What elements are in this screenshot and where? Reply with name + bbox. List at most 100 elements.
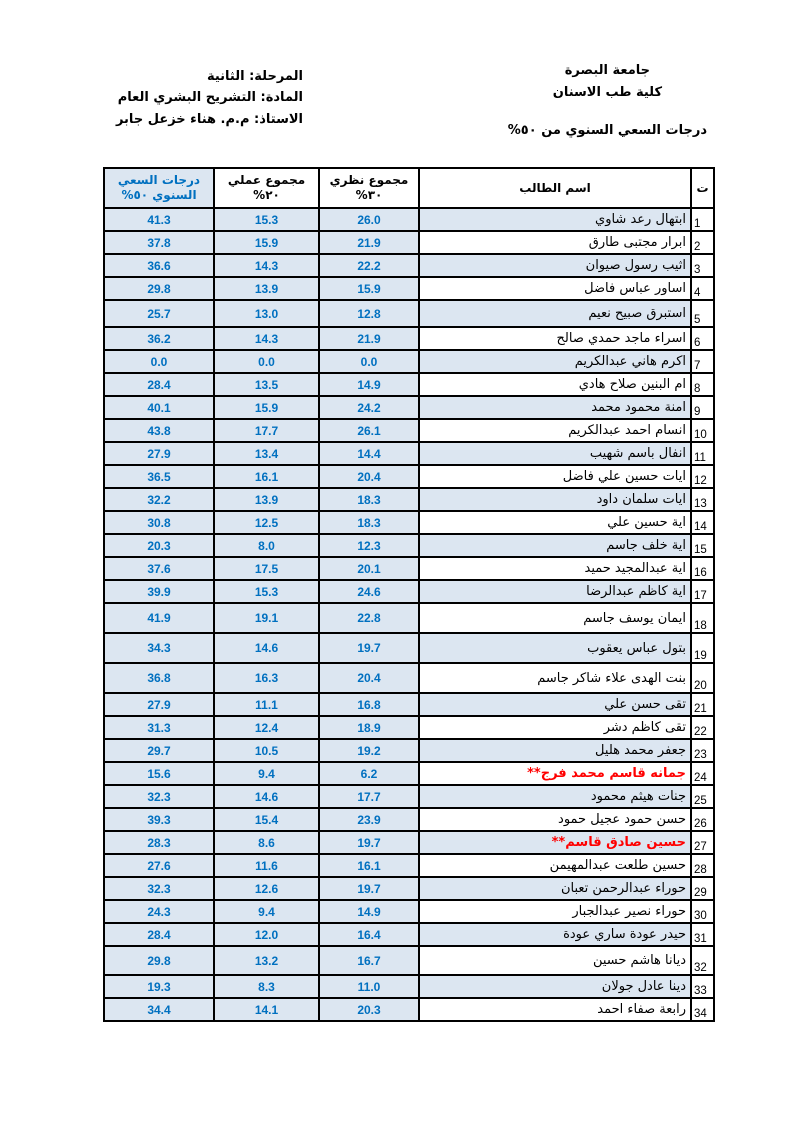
table-row: 4 اساور عباس فاضل 15.9 13.9 29.8: [103, 276, 715, 301]
annual-score-cell: 25.7: [103, 299, 215, 328]
practical-score-cell: 10.5: [213, 738, 320, 763]
table-row: 26 حسن حمود عجيل حمود 23.9 15.4 39.3: [103, 807, 715, 832]
practical-score-cell: 17.7: [213, 418, 320, 443]
annual-score-cell: 34.4: [103, 997, 215, 1022]
practical-score-cell: 13.5: [213, 372, 320, 397]
row-number-cell: 11: [690, 441, 715, 466]
document-subtitle: درجات السعي السنوي من ٥٠%: [507, 123, 707, 139]
theory-score-cell: 19.7: [318, 632, 420, 664]
practical-score-cell: 14.3: [213, 326, 320, 351]
table-row: 18 ايمان يوسف جاسم 22.8 19.1 41.9: [103, 602, 715, 634]
row-number-cell: 7: [690, 349, 715, 374]
row-number-cell: 19: [690, 632, 715, 664]
annual-score-cell: 28.4: [103, 922, 215, 947]
practical-score-cell: 15.3: [213, 207, 320, 232]
annual-score-cell: 27.6: [103, 853, 215, 878]
theory-score-cell: 17.7: [318, 784, 420, 809]
row-number-cell: 32: [690, 945, 715, 976]
student-name-cell: دينا عادل جولان: [418, 974, 692, 999]
practical-score-cell: 14.6: [213, 632, 320, 664]
subject-line: المادة: التشريح البشري العام: [117, 90, 303, 106]
practical-score-cell: 16.1: [213, 464, 320, 489]
practical-score-cell: 9.4: [213, 761, 320, 786]
student-name-cell: استبرق صبيح نعيم: [418, 299, 692, 328]
theory-score-cell: 20.4: [318, 464, 420, 489]
table-row: 5 استبرق صبيح نعيم 12.8 13.0 25.7: [103, 299, 715, 328]
theory-score-cell: 12.8: [318, 299, 420, 328]
row-number-cell: 21: [690, 692, 715, 717]
row-number-cell: 3: [690, 253, 715, 278]
student-name-cell: ابرار مجتبى طارق: [418, 230, 692, 255]
annual-score-cell: 29.8: [103, 276, 215, 301]
table-row: 14 اية حسين علي 18.3 12.5 30.8: [103, 510, 715, 535]
theory-score-cell: 16.1: [318, 853, 420, 878]
row-number-cell: 4: [690, 276, 715, 301]
annual-score-cell: 40.1: [103, 395, 215, 420]
theory-score-cell: 23.9: [318, 807, 420, 832]
annual-score-cell: 34.3: [103, 632, 215, 664]
table-row: 9 امنة محمود محمد 24.2 15.9 40.1: [103, 395, 715, 420]
row-number-cell: 16: [690, 556, 715, 581]
student-name-cell: حسين صادق قاسم**: [418, 830, 692, 855]
student-name-cell: ايات حسين علي فاضل: [418, 464, 692, 489]
theory-score-cell: 19.7: [318, 830, 420, 855]
practical-score-cell: 8.3: [213, 974, 320, 999]
row-number-cell: 6: [690, 326, 715, 351]
annual-score-cell: 36.6: [103, 253, 215, 278]
practical-score-cell: 19.1: [213, 602, 320, 634]
table-row: 2 ابرار مجتبى طارق 21.9 15.9 37.8: [103, 230, 715, 255]
annual-score-cell: 36.2: [103, 326, 215, 351]
table-row: 20 بنت الهدى علاء شاكر جاسم 20.4 16.3 36.8: [103, 662, 715, 694]
row-number-cell: 23: [690, 738, 715, 763]
annual-score-cell: 43.8: [103, 418, 215, 443]
table-row: 28 حسين طلعت عبدالمهيمن 16.1 11.6 27.6: [103, 853, 715, 878]
row-number-cell: 27: [690, 830, 715, 855]
col-header-no: ت: [690, 167, 715, 209]
row-number-cell: 10: [690, 418, 715, 443]
row-number-cell: 8: [690, 372, 715, 397]
table-row: 10 انسام احمد عبدالكريم 26.1 17.7 43.8: [103, 418, 715, 443]
practical-score-cell: 11.6: [213, 853, 320, 878]
practical-score-cell: 0.0: [213, 349, 320, 374]
practical-score-cell: 15.9: [213, 230, 320, 255]
instructor-line: الاستاذ: م.م. هناء خزعل جابر: [115, 111, 303, 127]
student-name-cell: بتول عباس يعقوب: [418, 632, 692, 664]
annual-score-cell: 24.3: [103, 899, 215, 924]
student-name-cell: تقى كاظم دشر: [418, 715, 692, 740]
row-number-cell: 17: [690, 579, 715, 604]
table-row: 34 رابعة صفاء احمد 20.3 14.1 34.4: [103, 997, 715, 1022]
student-name-cell: اية حسين علي: [418, 510, 692, 535]
annual-score-cell: 37.8: [103, 230, 215, 255]
annual-score-cell: 31.3: [103, 715, 215, 740]
theory-score-cell: 14.9: [318, 899, 420, 924]
student-name-cell: اية عبدالمجيد حميد: [418, 556, 692, 581]
student-name-cell: جعفر محمد هليل: [418, 738, 692, 763]
row-number-cell: 1: [690, 207, 715, 232]
theory-score-cell: 22.8: [318, 602, 420, 634]
student-name-cell: اكرم هاني عبدالكريم: [418, 349, 692, 374]
col-header-annual-score: درجات السعي السنوي ٥٠%: [103, 167, 215, 209]
college-name: كلية طب الاسنان: [552, 85, 663, 101]
student-name-cell: اية خلف جاسم: [418, 533, 692, 558]
theory-score-cell: 14.4: [318, 441, 420, 466]
table-row: 16 اية عبدالمجيد حميد 20.1 17.5 37.6: [103, 556, 715, 581]
student-name-cell: حسن حمود عجيل حمود: [418, 807, 692, 832]
col-header-student-name: اسم الطالب: [418, 167, 692, 209]
row-number-cell: 26: [690, 807, 715, 832]
table-row: 29 حوراء عبدالرحمن تعبان 19.7 12.6 32.3: [103, 876, 715, 901]
student-name-cell: ايات سلمان داود: [418, 487, 692, 512]
theory-score-cell: 26.0: [318, 207, 420, 232]
practical-score-cell: 12.4: [213, 715, 320, 740]
row-number-cell: 22: [690, 715, 715, 740]
annual-score-cell: 15.6: [103, 761, 215, 786]
practical-score-cell: 14.6: [213, 784, 320, 809]
student-name-cell: جمانه قاسم محمد فرج**: [418, 761, 692, 786]
practical-score-cell: 13.9: [213, 276, 320, 301]
theory-score-cell: 18.3: [318, 487, 420, 512]
annual-score-cell: 32.3: [103, 876, 215, 901]
row-number-cell: 20: [690, 662, 715, 694]
practical-score-cell: 16.3: [213, 662, 320, 694]
theory-score-cell: 20.4: [318, 662, 420, 694]
university-name: جامعة البصرة: [564, 63, 651, 78]
theory-score-cell: 14.9: [318, 372, 420, 397]
